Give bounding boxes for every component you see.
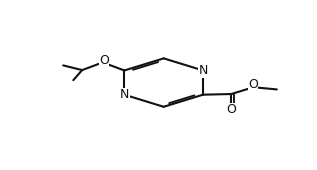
Text: N: N: [120, 88, 129, 101]
Text: N: N: [198, 64, 208, 77]
Text: O: O: [226, 103, 236, 116]
Text: O: O: [248, 78, 258, 91]
Text: O: O: [99, 54, 109, 67]
